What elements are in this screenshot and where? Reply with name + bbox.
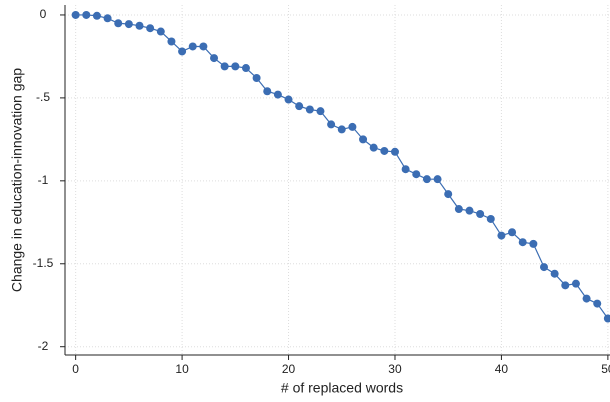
y-tick-label: 0 xyxy=(40,7,47,21)
marker xyxy=(465,206,474,215)
marker xyxy=(114,19,123,28)
marker xyxy=(103,14,112,23)
marker xyxy=(82,10,91,19)
marker xyxy=(359,135,368,144)
y-tick-label: -1 xyxy=(38,173,49,187)
marker xyxy=(252,73,261,82)
marker xyxy=(220,62,229,71)
marker xyxy=(571,279,580,288)
marker xyxy=(146,24,155,33)
marker xyxy=(497,231,506,240)
marker xyxy=(327,120,336,129)
marker xyxy=(71,10,80,19)
marker xyxy=(401,165,410,174)
marker xyxy=(124,20,133,29)
marker xyxy=(135,21,144,30)
marker xyxy=(156,27,165,36)
x-tick-label: 40 xyxy=(495,362,509,376)
marker xyxy=(529,239,538,248)
marker xyxy=(210,54,219,63)
x-tick-label: 20 xyxy=(282,362,296,376)
x-tick-label: 0 xyxy=(72,362,79,376)
marker xyxy=(508,228,517,237)
marker xyxy=(284,95,293,104)
marker xyxy=(337,125,346,134)
marker xyxy=(199,42,208,51)
marker xyxy=(316,107,325,116)
y-tick-label: -.5 xyxy=(36,90,50,104)
x-axis-label: # of replaced words xyxy=(281,380,403,396)
marker xyxy=(390,147,399,156)
marker xyxy=(412,170,421,179)
marker xyxy=(241,64,250,73)
line xyxy=(75,14,609,319)
x-tick-label: 10 xyxy=(175,362,189,376)
marker xyxy=(295,102,304,111)
marker xyxy=(518,238,527,247)
marker xyxy=(369,143,378,152)
marker xyxy=(550,269,559,278)
marker xyxy=(305,105,314,114)
x-tick-label: 30 xyxy=(388,362,402,376)
marker xyxy=(476,210,485,219)
marker xyxy=(178,47,187,56)
marker xyxy=(561,281,570,290)
marker xyxy=(433,175,442,184)
marker xyxy=(167,37,176,46)
marker xyxy=(422,175,431,184)
marker xyxy=(231,62,240,71)
marker xyxy=(603,314,610,323)
y-axis-label: Change in education-innovation gap xyxy=(9,68,25,292)
marker xyxy=(486,214,495,223)
x-tick-label: 50 xyxy=(601,362,610,376)
y-tick-label: -1.5 xyxy=(33,256,54,270)
marker xyxy=(444,190,453,199)
marker xyxy=(188,42,197,51)
marker xyxy=(454,205,463,214)
marker xyxy=(348,122,357,131)
marker xyxy=(273,90,282,99)
marker xyxy=(540,263,549,272)
marker xyxy=(582,294,591,303)
marker xyxy=(380,146,389,155)
marker xyxy=(92,11,101,20)
marker xyxy=(593,299,602,308)
marker xyxy=(263,87,272,96)
y-tick-label: -2 xyxy=(38,339,49,353)
